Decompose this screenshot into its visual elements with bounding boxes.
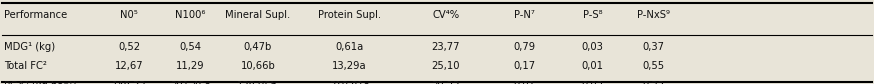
Text: 20,22: 20,22 xyxy=(432,81,460,84)
Text: 201,45a: 201,45a xyxy=(170,81,211,84)
Text: P-N⁷: P-N⁷ xyxy=(514,10,535,20)
Text: 10,66b: 10,66b xyxy=(240,61,275,71)
Text: PGA³ (kg.ha⁻¹): PGA³ (kg.ha⁻¹) xyxy=(4,81,77,84)
Text: Total FC²: Total FC² xyxy=(4,61,47,71)
Text: 210,81a: 210,81a xyxy=(329,81,370,84)
Text: Performance: Performance xyxy=(4,10,67,20)
Text: N100⁶: N100⁶ xyxy=(176,10,205,20)
Text: 12,67: 12,67 xyxy=(115,61,143,71)
Text: 148,32: 148,32 xyxy=(112,81,147,84)
Text: 0,61a: 0,61a xyxy=(336,42,364,52)
Text: 0,03: 0,03 xyxy=(581,42,604,52)
Text: 0,01: 0,01 xyxy=(513,81,536,84)
Text: 13,29a: 13,29a xyxy=(332,61,367,71)
Text: 0,54: 0,54 xyxy=(179,42,202,52)
Text: 0,79: 0,79 xyxy=(513,42,536,52)
Text: 138,95b: 138,95b xyxy=(238,81,278,84)
Text: Mineral Supl.: Mineral Supl. xyxy=(225,10,290,20)
Text: 0,02: 0,02 xyxy=(581,81,604,84)
Text: MDG¹ (kg): MDG¹ (kg) xyxy=(4,42,55,52)
Text: N0⁵: N0⁵ xyxy=(121,10,138,20)
Text: 0,37: 0,37 xyxy=(642,42,665,52)
Text: 25,10: 25,10 xyxy=(432,61,460,71)
Text: 11,29: 11,29 xyxy=(177,61,205,71)
Text: 23,77: 23,77 xyxy=(432,42,460,52)
Text: P-NxS⁹: P-NxS⁹ xyxy=(637,10,670,20)
Text: 0,47b: 0,47b xyxy=(244,42,272,52)
Text: CV⁴%: CV⁴% xyxy=(432,10,460,20)
Text: 0,23: 0,23 xyxy=(642,81,665,84)
Text: 0,52: 0,52 xyxy=(118,42,141,52)
Text: P-S⁸: P-S⁸ xyxy=(583,10,602,20)
Text: Protein Supl.: Protein Supl. xyxy=(318,10,381,20)
Text: 0,55: 0,55 xyxy=(642,61,665,71)
Text: 0,17: 0,17 xyxy=(513,61,536,71)
Text: 0,01: 0,01 xyxy=(581,61,604,71)
